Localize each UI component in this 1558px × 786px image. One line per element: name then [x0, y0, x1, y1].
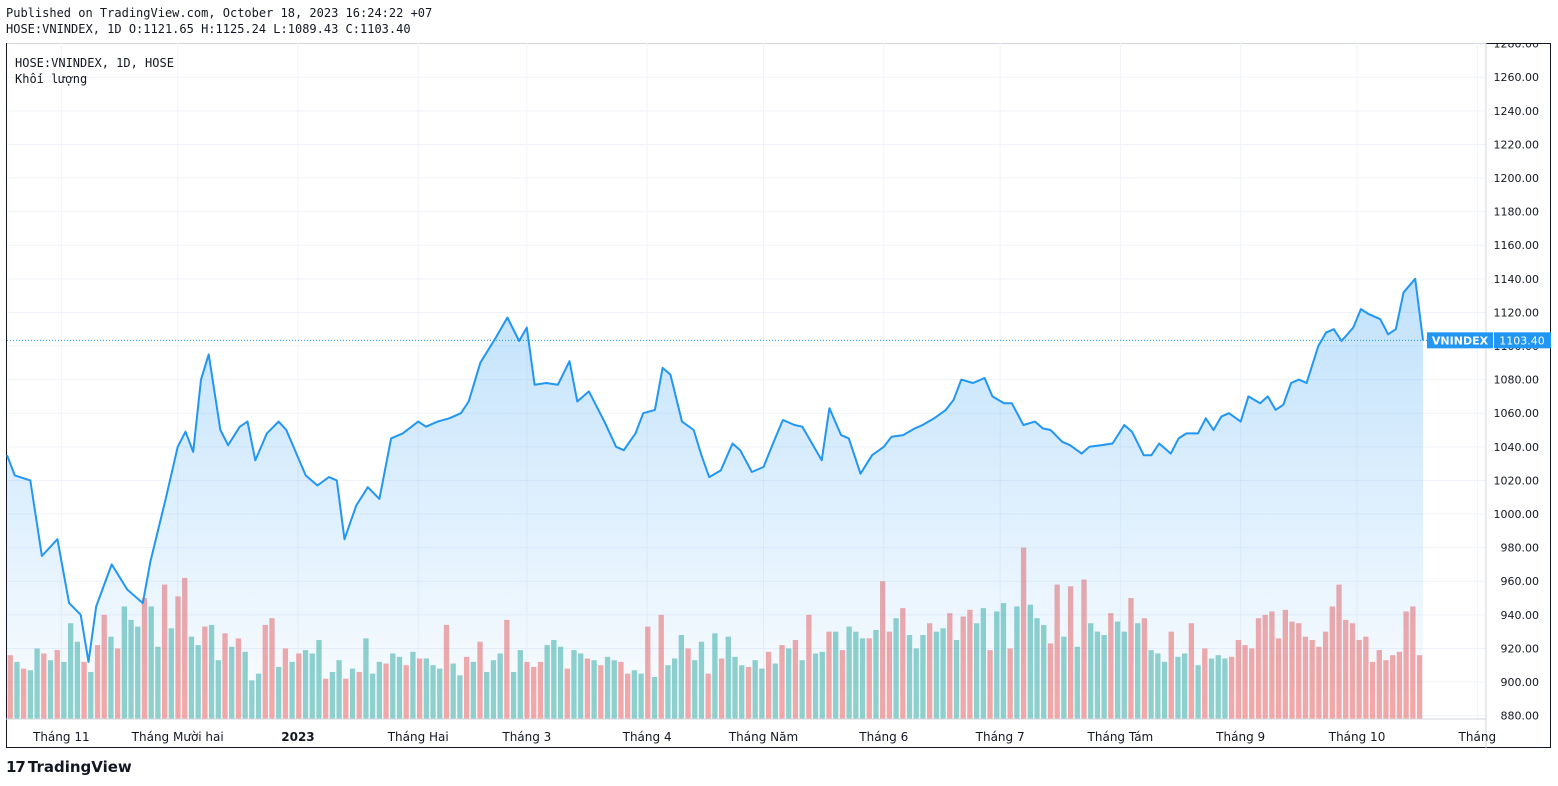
x-tick-label: Tháng 6 — [858, 730, 908, 744]
y-tick-label: 1060.00 — [1494, 407, 1540, 420]
symbol-legend[interactable]: HOSE:VNINDEX, 1D, HOSE — [15, 56, 174, 70]
series-line-vnindex — [6, 277, 1424, 663]
price-axis[interactable]: 880.00 900.00 920.00 940.00 960.00 980.00 1000… — [6, 43, 1539, 748]
x-tick-label: Tháng — [1458, 730, 1497, 744]
price-chart[interactable]: 880.00 900.00 920.00 940.00 960.00 980.00 1000… — [6, 43, 1551, 748]
x-tick-label: 2023 — [281, 730, 314, 744]
tradingview-logo-icon: 17 — [6, 758, 26, 776]
x-tick-label: Tháng 7 — [975, 730, 1025, 744]
last-price-symbol-box — [1427, 332, 1493, 349]
y-tick-label: 980.00 — [1501, 542, 1540, 555]
ohlc-readout: HOSE:VNINDEX, 1D O:1121.65 H:1125.24 L:1… — [6, 22, 411, 36]
x-tick-label: Tháng Mười hai — [131, 730, 224, 744]
y-tick-label: 1140.00 — [1494, 273, 1540, 286]
time-axis[interactable]: Tháng 11 Tháng Mười hai 2023 Tháng Hai Tháng… — [32, 730, 1496, 744]
x-tick-label: Tháng 3 — [501, 730, 551, 744]
y-tick-label: 1220.00 — [1494, 138, 1540, 151]
area-fill — [7, 278, 1423, 719]
last-price-value-box — [1494, 332, 1551, 349]
y-tick-label: 1260.00 — [1494, 71, 1540, 84]
y-tick-label: 880.00 — [1501, 710, 1540, 723]
y-tick-label: 940.00 — [1501, 609, 1540, 622]
x-tick-label: Tháng Hai — [387, 730, 449, 744]
last-price-tag: VNINDEX 1103.40 — [7, 332, 1551, 349]
x-tick-label: Tháng 4 — [622, 730, 672, 744]
tradingview-logo-text: TradingView — [27, 758, 132, 776]
y-tick-label: 900.00 — [1501, 676, 1540, 689]
y-tick-label: 1280.00 — [1494, 43, 1540, 51]
y-tick-label: 1240.00 — [1494, 105, 1540, 118]
y-tick-label: 1080.00 — [1494, 374, 1540, 387]
y-tick-label: 1180.00 — [1494, 206, 1540, 219]
x-tick-label: Tháng 10 — [1328, 730, 1386, 744]
y-tick-label: 1200.00 — [1494, 172, 1540, 185]
x-tick-label: Tháng Năm — [728, 730, 798, 744]
y-tick-label: 1020.00 — [1494, 474, 1540, 487]
y-tick-label: 960.00 — [1501, 575, 1540, 588]
published-note: Published on TradingView.com, October 18… — [6, 6, 433, 20]
x-tick-label: Tháng Tám — [1087, 730, 1154, 744]
tradingview-logo[interactable]: 17 TradingView — [6, 758, 132, 776]
y-tick-label: 1040.00 — [1494, 441, 1540, 454]
x-tick-label: Tháng 11 — [32, 730, 90, 744]
price-area — [6, 277, 1424, 719]
y-tick-label: 920.00 — [1501, 642, 1540, 655]
y-tick-label: 1000.00 — [1494, 508, 1540, 521]
y-tick-label: 1120.00 — [1494, 306, 1540, 319]
y-tick-label: 1160.00 — [1494, 239, 1540, 252]
last-price-value: 1103.40 — [1499, 334, 1545, 347]
last-price-symbol: VNINDEX — [1432, 334, 1489, 347]
volume-legend[interactable]: Khối lượng — [15, 72, 88, 86]
x-tick-label: Tháng 9 — [1215, 730, 1265, 744]
